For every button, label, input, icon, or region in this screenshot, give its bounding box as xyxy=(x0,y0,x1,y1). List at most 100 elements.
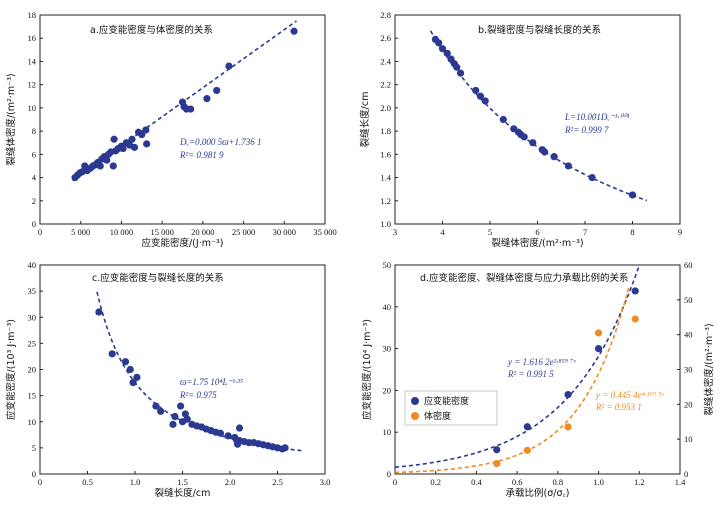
x-tick-label-b: 6 xyxy=(535,227,539,237)
x-tick-label-c: 2.0 xyxy=(225,477,236,487)
y-tick-label-b: 1.0 xyxy=(380,219,391,229)
data-point-a xyxy=(138,130,146,139)
data-point-c xyxy=(169,420,177,428)
data-point-a xyxy=(290,27,298,35)
data-point-b xyxy=(456,69,465,77)
x-tick-label-c: 3.0 xyxy=(320,477,331,487)
data-point-b xyxy=(499,115,507,124)
x-tick-label-a: 20 000 xyxy=(191,227,214,237)
y-right-tick-label-d: 50 xyxy=(684,295,693,305)
data-point-b xyxy=(588,173,596,182)
data-point-a xyxy=(130,143,139,151)
fit-equation-d-0: y = 1.616 2e²·⁸⁵⁹ ⁷ˣ xyxy=(507,357,576,367)
data-point-c xyxy=(224,432,232,440)
x-tick-label-a: 0 xyxy=(38,227,42,237)
y-right-axis-label-d: 裂缝体密度/(m²·m⁻³) xyxy=(703,323,715,415)
data-point-c xyxy=(177,402,185,410)
y-right-tick-label-d: 0 xyxy=(684,469,688,479)
fit-equation-b: R²= 0.999 7 xyxy=(564,125,609,135)
x-tick-label-b: 7 xyxy=(583,227,587,237)
x-tick-label-c: 1.5 xyxy=(177,477,188,487)
x-tick-label-b: 9 xyxy=(678,227,682,237)
y-tick-label-a: 16 xyxy=(28,33,37,43)
x-tick-label-d: 1.0 xyxy=(593,477,604,487)
plot-frame-c xyxy=(39,264,326,475)
y-tick-label-d: 20 xyxy=(383,385,392,395)
y-tick-label-a: 8 xyxy=(32,126,36,136)
x-tick-label-b: 5 xyxy=(488,227,492,237)
x-tick-label-d: 0.4 xyxy=(471,477,482,487)
data-point-a xyxy=(143,140,151,148)
x-tick-label-d: 0.8 xyxy=(553,477,564,487)
y-tick-label-a: 18 xyxy=(28,10,37,20)
chart-title-a: a.应变能密度与体密度的关系 xyxy=(90,24,213,36)
y-axis-label-d: 应变能密度/(10⁴ J·m⁻³) xyxy=(361,319,373,420)
data-point-b xyxy=(438,45,447,53)
data-point-b xyxy=(476,92,485,100)
y-tick-label-a: 10 xyxy=(28,103,37,113)
data-point-a xyxy=(142,126,150,134)
x-tick-label-c: 0 xyxy=(38,477,42,487)
data-point-c xyxy=(129,378,137,387)
data-point-d-0 xyxy=(594,345,603,353)
y-tick-label-d: 50 xyxy=(383,260,392,270)
data-point-c xyxy=(235,424,244,432)
fit-curve-d-1 xyxy=(394,286,630,474)
chart-panel-c: 0 0.5 1.0 1.5 2.0 2.5 3.0 0 5 10 15 20 25 30 35 40 c.应变能… xyxy=(5,260,330,499)
y-tick-label-a: 0 xyxy=(32,219,36,229)
y-tick-label-b: 2.8 xyxy=(380,10,391,20)
fit-curve-d-0 xyxy=(394,264,641,468)
y-tick-label-a: 4 xyxy=(32,173,37,183)
fit-equation-d-1: y = 0.445 4e⁴·¹⁶⁹ ⁵ˣ xyxy=(595,390,664,400)
x-tick-label-d: 1.4 xyxy=(675,477,686,487)
x-tick-label-d: 1.2 xyxy=(634,477,645,487)
y-axis-label-b: 裂缝长度/cm xyxy=(359,92,371,148)
data-point-a xyxy=(225,62,233,70)
chart-title-b: b.裂缝密度与裂缝长度的关系 xyxy=(478,24,601,36)
data-point-b xyxy=(550,153,558,161)
data-point-b xyxy=(564,162,572,170)
y-right-tick-label-d: 40 xyxy=(684,330,693,340)
data-point-d-0 xyxy=(564,390,572,399)
y-tick-label-c: 0 xyxy=(32,469,36,479)
y-tick-label-d: 0 xyxy=(387,469,391,479)
y-tick-label-c: 40 xyxy=(28,260,37,270)
x-tick-label-b: 8 xyxy=(630,227,634,237)
data-point-d-1 xyxy=(564,423,572,431)
data-point-b xyxy=(520,133,528,141)
data-point-b xyxy=(541,148,549,156)
legend-box xyxy=(404,390,498,426)
fit-curve-b xyxy=(429,30,648,202)
x-tick-label-c: 1.0 xyxy=(130,477,141,487)
data-point-a xyxy=(110,135,118,143)
x-tick-label-d: 0 xyxy=(393,477,397,487)
y-tick-label-d: 30 xyxy=(383,344,392,354)
fit-equation-c: R²= 0.975 xyxy=(179,390,217,400)
fit-equation-a: Dᵥ=0.000 5ϖ+1.736 1 xyxy=(179,137,262,147)
y-tick-label-c: 35 xyxy=(28,286,37,296)
x-tick-label-a: 10 000 xyxy=(110,227,133,237)
x-tick-label-a: 35 000 xyxy=(313,227,336,237)
x-axis-label-c: 裂缝长度/cm xyxy=(155,487,211,499)
data-point-c xyxy=(157,407,165,415)
data-point-a xyxy=(103,156,111,164)
data-point-a xyxy=(128,135,136,143)
y-tick-label-b: 1.6 xyxy=(380,149,391,159)
chart-panel-d: 0 0.2 0.4 0.6 0.8 1.0 1.2 1.4010203040500102030… xyxy=(361,260,715,499)
data-point-b xyxy=(443,49,451,57)
legend-entry: 应变能密度 xyxy=(424,395,469,407)
x-tick-label-d: 0.6 xyxy=(512,477,523,487)
y-tick-label-a: 2 xyxy=(32,196,36,206)
data-point-d-0 xyxy=(493,446,501,454)
data-point-d-0 xyxy=(523,423,531,431)
y-right-tick-label-d: 10 xyxy=(684,434,693,444)
data-point-b xyxy=(453,63,461,71)
data-point-a xyxy=(109,162,117,170)
data-point-b xyxy=(529,139,537,147)
y-tick-label-c: 15 xyxy=(28,391,37,401)
data-point-a xyxy=(119,144,127,153)
data-point-c xyxy=(281,444,289,452)
legend-marker xyxy=(411,397,419,405)
